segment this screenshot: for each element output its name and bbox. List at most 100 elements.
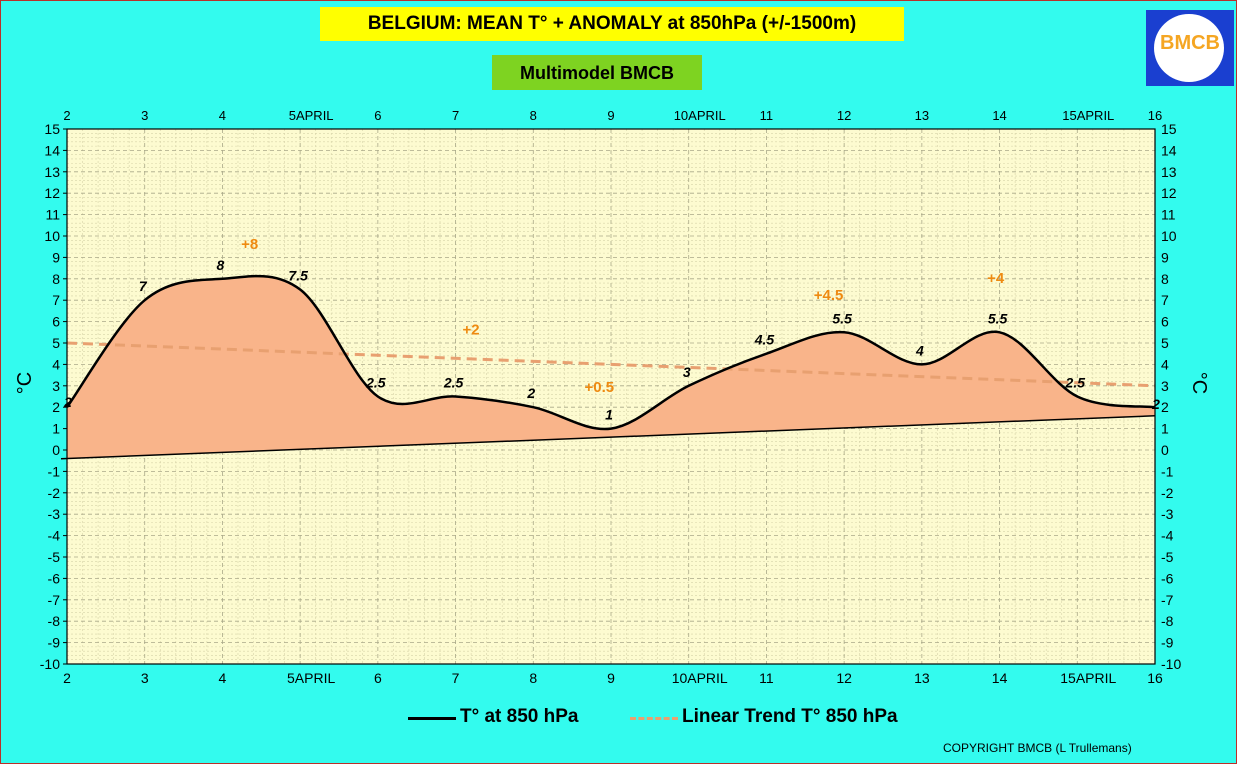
y-tick-label-right: 10 bbox=[1161, 228, 1177, 244]
plot-border bbox=[66, 128, 1156, 665]
y-tick-label-right: 11 bbox=[1161, 207, 1176, 223]
data-label: 7 bbox=[139, 278, 148, 294]
temperature-line bbox=[65, 274, 1156, 431]
y-tick-label-right: 6 bbox=[1161, 314, 1169, 330]
legend-label-temperature: T° at 850 hPa bbox=[460, 706, 579, 727]
anomaly-area bbox=[67, 276, 1155, 459]
data-label: 7.5 bbox=[288, 268, 308, 284]
y-tick-label-right: -7 bbox=[1161, 592, 1174, 608]
x-tick-label-bottom: 4 bbox=[219, 670, 227, 686]
y-tick-label-left: -5 bbox=[48, 549, 61, 565]
chart-subtitle: Multimodel BMCB bbox=[520, 63, 674, 83]
y-tick-label-right: 2 bbox=[1161, 399, 1169, 415]
x-tick-label-top: 14 bbox=[992, 108, 1006, 123]
x-tick-label-top: 15APRIL bbox=[1062, 108, 1114, 123]
x-tick-label-bottom: 12 bbox=[836, 670, 852, 686]
linear-trend-line bbox=[66, 341, 1156, 388]
title-box: BELGIUM: MEAN T° + ANOMALY at 850hPa (+/… bbox=[320, 7, 904, 41]
y-tick-label-right: 4 bbox=[1161, 356, 1169, 372]
y-tick-label-right: -2 bbox=[1161, 485, 1174, 501]
y-tick-label-right: 12 bbox=[1161, 185, 1177, 201]
chart-title: BELGIUM: MEAN T° + ANOMALY at 850hPa (+/… bbox=[367, 13, 857, 34]
y-tick-label-left: -9 bbox=[48, 635, 61, 651]
y-tick-label-left: 12 bbox=[44, 185, 60, 201]
bmcb-logo: BMCB bbox=[1146, 10, 1234, 86]
y-tick-label-right: -3 bbox=[1161, 506, 1174, 522]
y-tick-label-left: 5 bbox=[52, 335, 60, 351]
y-tick-label-left: -3 bbox=[48, 506, 61, 522]
y-tick-label-right: 15 bbox=[1161, 121, 1177, 137]
x-tick-label-top: 13 bbox=[915, 108, 929, 123]
y-tick-label-left: 3 bbox=[52, 378, 60, 394]
y-tick-label-right: 14 bbox=[1161, 142, 1177, 158]
y-tick-label-right: -1 bbox=[1161, 463, 1174, 479]
data-label: 2 bbox=[1151, 396, 1160, 412]
x-tick-label-top: 5APRIL bbox=[289, 108, 334, 123]
x-tick-label-bottom: 2 bbox=[63, 670, 71, 686]
data-label: 5.5 bbox=[832, 310, 852, 326]
y-tick-label-left: -4 bbox=[48, 528, 61, 544]
x-tick-label-top: 4 bbox=[219, 108, 226, 123]
legend-line-swatch bbox=[408, 717, 456, 720]
y-tick-label-left: 2 bbox=[52, 399, 60, 415]
x-tick-label-bottom: 10APRIL bbox=[672, 670, 728, 686]
y-tick-label-left: 9 bbox=[52, 249, 60, 265]
x-tick-label-bottom: 8 bbox=[529, 670, 537, 686]
copyright-text: COPYRIGHT BMCB (L Trullemans) bbox=[943, 741, 1132, 755]
x-tick-label-bottom: 5APRIL bbox=[287, 670, 335, 686]
x-tick-label-top: 12 bbox=[837, 108, 851, 123]
legend-label-trend: Linear Trend T° 850 hPa bbox=[682, 706, 898, 727]
y-tick-label-left: -8 bbox=[48, 613, 61, 629]
y-tick-label-left: -1 bbox=[48, 463, 61, 479]
y-axis-title-right: °C bbox=[1188, 372, 1210, 394]
data-label: 8 bbox=[217, 257, 225, 273]
logo-disc bbox=[1154, 14, 1224, 82]
y-tick-label-left: 0 bbox=[52, 442, 60, 458]
y-tick-label-left: -7 bbox=[48, 592, 61, 608]
data-label: 4.5 bbox=[754, 332, 775, 348]
y-tick-label-right: -5 bbox=[1161, 549, 1174, 565]
anomaly-label: +4 bbox=[987, 270, 1005, 287]
y-tick-label-left: 7 bbox=[52, 292, 60, 308]
anomaly-label: +2 bbox=[463, 321, 480, 338]
y-tick-label-right: -10 bbox=[1161, 656, 1181, 672]
y-tick-label-left: -6 bbox=[48, 570, 61, 586]
data-label: 2 bbox=[63, 394, 72, 410]
y-tick-label-left: 1 bbox=[52, 421, 60, 437]
x-tick-label-top: 6 bbox=[374, 108, 381, 123]
y-tick-label-right: 13 bbox=[1161, 164, 1177, 180]
data-label: 5.5 bbox=[988, 310, 1008, 326]
y-tick-label-right: 7 bbox=[1161, 292, 1169, 308]
data-label: 3 bbox=[683, 364, 691, 380]
y-tick-label-right: -4 bbox=[1161, 528, 1174, 544]
x-tick-label-top: 11 bbox=[760, 108, 774, 123]
y-tick-label-right: -6 bbox=[1161, 570, 1174, 586]
data-label: 4 bbox=[915, 342, 924, 358]
y-tick-label-right: -9 bbox=[1161, 635, 1174, 651]
y-tick-label-left: 6 bbox=[52, 314, 60, 330]
data-label: 2.5 bbox=[443, 375, 464, 391]
y-tick-label-right: 9 bbox=[1161, 249, 1169, 265]
anomaly-label: +8 bbox=[241, 236, 258, 253]
x-tick-label-top: 7 bbox=[452, 108, 459, 123]
anomaly-label: +4.5 bbox=[814, 287, 844, 304]
y-tick-label-left: 14 bbox=[44, 142, 60, 158]
x-tick-label-bottom: 16 bbox=[1147, 670, 1163, 686]
y-tick-label-right: 1 bbox=[1161, 421, 1169, 437]
x-tick-label-bottom: 15APRIL bbox=[1060, 670, 1116, 686]
x-tick-label-bottom: 6 bbox=[374, 670, 382, 686]
data-label: 2.5 bbox=[365, 375, 386, 391]
y-tick-label-left: 10 bbox=[44, 228, 60, 244]
y-tick-label-right: -8 bbox=[1161, 613, 1174, 629]
y-tick-label-left: 11 bbox=[45, 207, 60, 223]
y-tick-label-right: 8 bbox=[1161, 271, 1169, 287]
legend-trend-swatch bbox=[630, 717, 678, 720]
anomaly-label: +0.5 bbox=[585, 379, 615, 396]
y-tick-label-left: 15 bbox=[44, 121, 60, 137]
data-label: 1 bbox=[605, 407, 613, 423]
y-tick-label-right: 5 bbox=[1161, 335, 1169, 351]
subtitle-box: Multimodel BMCB bbox=[492, 55, 702, 90]
x-tick-label-bottom: 13 bbox=[914, 670, 930, 686]
y-tick-label-left: 13 bbox=[44, 164, 60, 180]
